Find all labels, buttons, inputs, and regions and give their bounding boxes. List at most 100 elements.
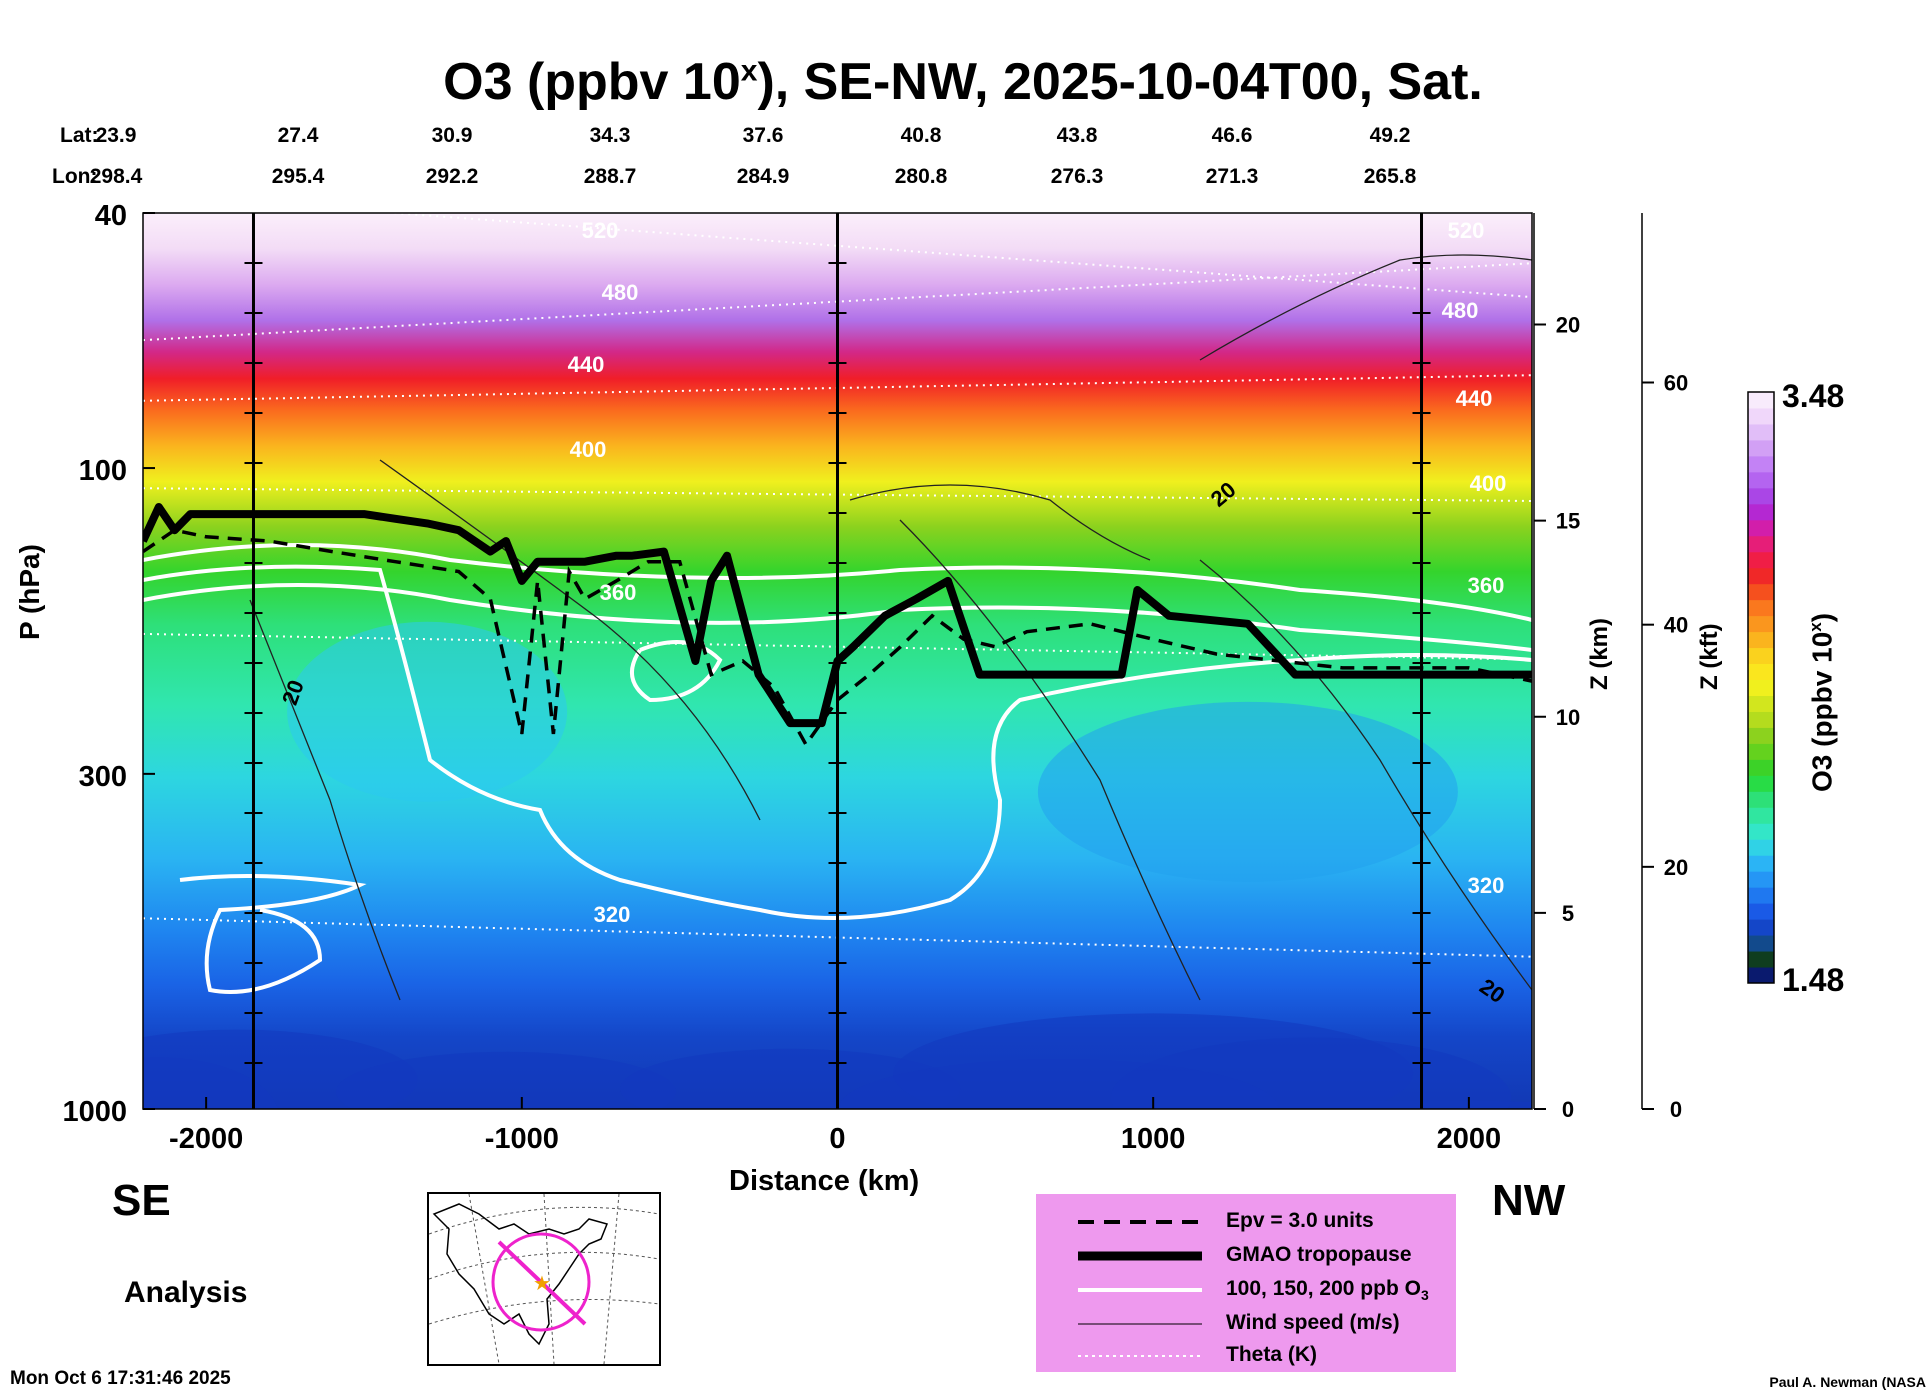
theta-label: 320 — [1468, 873, 1505, 898]
colorbar-swatch — [1748, 839, 1774, 856]
colorbar-swatch — [1748, 919, 1774, 936]
colorbar-swatch — [1748, 775, 1774, 792]
z-kft-label: Z (kft) — [1696, 623, 1723, 690]
wind-speed-contour — [1199, 559, 1532, 991]
colorbar-swatch — [1748, 647, 1774, 665]
colorbar-label: O3 (ppbv 10x) — [1806, 612, 1838, 792]
z-km-tick-label: 0 — [1562, 1097, 1574, 1122]
credit: Paul A. Newman (NASA — [1769, 1374, 1926, 1390]
latitude-value: 46.6 — [1211, 124, 1253, 147]
latitude-value: 23.9 — [95, 124, 137, 147]
colorbar-swatch — [1748, 871, 1774, 888]
z-kft-tick-label: 0 — [1670, 1097, 1682, 1122]
theta-label: 520 — [1448, 218, 1485, 243]
low-ozone-patch — [336, 1051, 676, 1109]
ozone-contour-200 — [143, 543, 1532, 622]
colorbar-min-label: 1.48 — [1782, 962, 1845, 998]
section-line — [497, 1240, 587, 1326]
longitude-value: 298.4 — [89, 165, 143, 188]
colorbar-swatch — [1748, 967, 1774, 984]
wind-speed-contour — [1199, 254, 1532, 361]
wind-speed-contour — [379, 459, 761, 821]
latitude-value: 27.4 — [277, 124, 319, 147]
latitude-value: 34.3 — [589, 124, 631, 147]
colorbar-swatch — [1748, 551, 1774, 569]
x-tick-label: 2000 — [1437, 1123, 1502, 1155]
legend-tropopause: GMAO tropopause — [1226, 1243, 1412, 1266]
colorbar-swatch — [1748, 583, 1774, 601]
lon-label: Lon: — [52, 165, 98, 188]
legend-swatches — [1078, 1220, 1202, 1357]
z-kft-tick-label: 20 — [1664, 855, 1688, 880]
p-tick-label: 100 — [79, 455, 127, 487]
wind-speed-contour — [899, 519, 1201, 1001]
z-km-label: Z (km) — [1586, 618, 1613, 690]
legend-box: Epv = 3.0 units GMAO tropopause 100, 150… — [1036, 1194, 1456, 1372]
legend-ozone: 100, 150, 200 ppb O3 — [1226, 1277, 1429, 1304]
colorbar-swatch — [1748, 503, 1774, 521]
low-ozone-patch — [287, 621, 568, 802]
colorbar-swatch — [1748, 887, 1774, 904]
chart-title: O3 (ppbv 10x), SE-NW, 2025-10-04T00, Sat… — [443, 53, 1483, 111]
y-axis-label: P (hPa) — [14, 544, 45, 640]
nw-label: NW — [1492, 1176, 1566, 1225]
longitude-value: 295.4 — [271, 165, 325, 188]
z-km-tick-label: 20 — [1556, 313, 1580, 338]
map-svg: ★ — [428, 1193, 660, 1365]
colorbar-swatch — [1748, 663, 1774, 681]
coastline — [432, 1203, 609, 1346]
colorbar-swatch — [1748, 455, 1774, 473]
latitude-value: 49.2 — [1369, 124, 1411, 147]
longitude-value: 265.8 — [1363, 165, 1417, 188]
x-tick-label: 1000 — [1121, 1123, 1186, 1155]
tropopause-line — [143, 503, 1532, 728]
colorbar-swatch — [1748, 823, 1774, 840]
se-label: SE — [112, 1176, 171, 1225]
colorbar-max-label: 3.48 — [1782, 378, 1845, 414]
z-km-tick-label: 5 — [1562, 901, 1574, 926]
x-tick-label: -2000 — [169, 1123, 243, 1155]
z-kft-tick-label: 40 — [1664, 613, 1688, 638]
latitude-value: 37.6 — [742, 124, 784, 147]
epv-line — [143, 528, 1532, 748]
theta-label: 480 — [1442, 298, 1479, 323]
colorbar-swatch — [1748, 599, 1774, 617]
colorbar-swatch — [1748, 695, 1774, 712]
colorbar-swatch — [1748, 855, 1774, 872]
theta-label: 520 — [582, 218, 619, 243]
colorbar-swatch — [1748, 807, 1774, 824]
theta-label: 440 — [1456, 386, 1493, 411]
colorbar-swatch — [1748, 439, 1774, 457]
x-axis-label: Distance (km) — [729, 1165, 920, 1197]
theta-label: 400 — [570, 437, 607, 462]
p-tick-label: 300 — [79, 761, 127, 793]
section-circle — [491, 1232, 591, 1332]
lat-label: Lat: — [60, 124, 99, 147]
low-ozone-patch — [1227, 1100, 1532, 1109]
legend-epv: Epv = 3.0 units — [1226, 1209, 1374, 1232]
colorbar-swatch — [1748, 743, 1774, 760]
theta-label: 480 — [602, 280, 639, 305]
colorbar-swatch — [1748, 615, 1774, 633]
colorbar-swatch — [1748, 679, 1774, 696]
p-tick-label: 40 — [95, 200, 127, 232]
ozone-contour-closed — [630, 640, 723, 703]
colorbar-swatch — [1748, 791, 1774, 808]
colorbar-swatch — [1748, 487, 1774, 505]
longitude-value: 280.8 — [894, 165, 948, 188]
theta-label: 360 — [1468, 573, 1505, 598]
latitude-value: 40.8 — [900, 124, 942, 147]
longitude-value: 284.9 — [736, 165, 790, 188]
timestamp: Mon Oct 6 17:31:46 2025 — [10, 1368, 231, 1389]
theta-line — [143, 262, 1532, 342]
colorbar-swatch — [1748, 631, 1774, 649]
low-ozone-patch — [143, 1057, 278, 1109]
center-star: ★ — [533, 1273, 551, 1295]
wind-speed-contour — [249, 599, 401, 1001]
x-tick-label: -1000 — [485, 1123, 559, 1155]
theta-label: 360 — [600, 580, 637, 605]
wind-speed-contour — [849, 484, 1151, 561]
colorbar-swatch — [1748, 903, 1774, 920]
colorbar-swatch — [1748, 567, 1774, 585]
